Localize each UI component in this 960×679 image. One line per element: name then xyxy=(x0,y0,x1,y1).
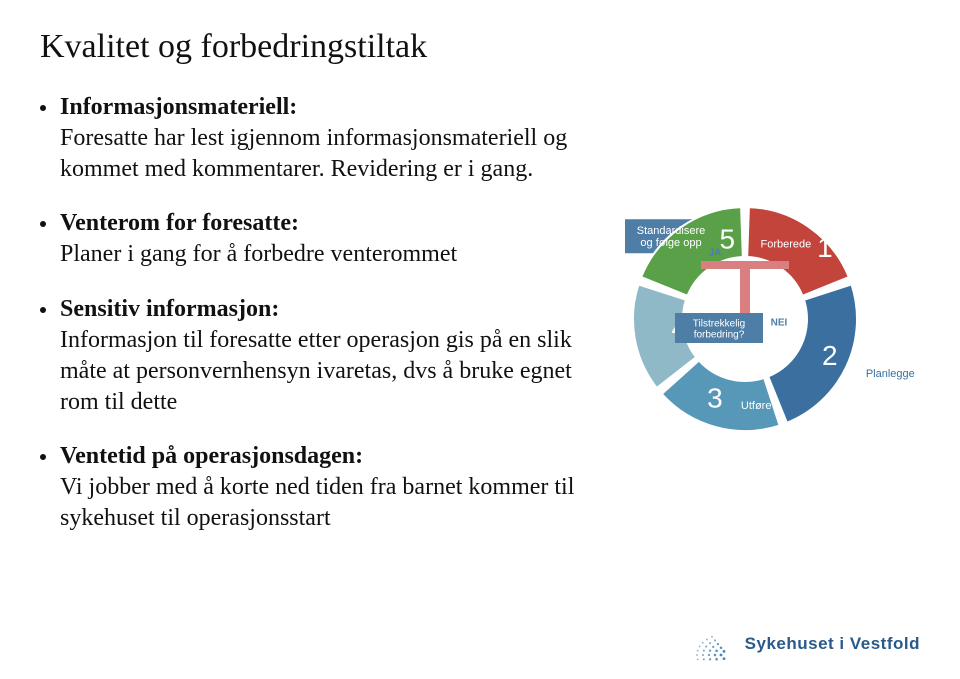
item-body: Foresatte har lest igjennom informasjons… xyxy=(60,123,595,184)
item-heading: Ventetid på operasjonsdagen: xyxy=(60,443,363,470)
svg-text:3: 3 xyxy=(707,382,723,413)
logo-icon xyxy=(691,625,735,663)
page-title: Kvalitet og forbedringstiltak xyxy=(40,28,920,66)
bullet-dot xyxy=(40,454,46,460)
svg-text:Planlegge: Planlegge xyxy=(866,368,915,380)
list-item: Informasjonsmateriell: Foresatte har les… xyxy=(40,94,595,184)
svg-text:JA: JA xyxy=(708,248,721,259)
item-body: Planer i gang for å forbedre venterommet xyxy=(60,239,595,270)
svg-text:Forberede: Forberede xyxy=(760,239,811,251)
bullet-list: Informasjonsmateriell: Foresatte har les… xyxy=(40,94,595,534)
svg-text:og følge opp: og følge opp xyxy=(640,237,701,249)
cycle-diagram: 5 Standardisereog følge opp 1 Forberede 2 Pla… xyxy=(595,154,915,454)
list-item: Sensitiv informasjon: Informasjon til fo… xyxy=(40,296,595,417)
list-item: Ventetid på operasjonsdagen: Vi jobber m… xyxy=(40,443,595,533)
svg-text:forbedring?: forbedring? xyxy=(693,330,744,341)
svg-text:Standardisere: Standardisere xyxy=(637,225,706,237)
item-body: Informasjon til foresatte etter operasjo… xyxy=(60,325,595,417)
list-item: Venterom for foresatte: Planer i gang fo… xyxy=(40,210,595,270)
diagram-container: 5 Standardisereog følge opp 1 Forberede 2 Pla… xyxy=(595,94,920,560)
svg-text:Utføre: Utføre xyxy=(741,400,772,412)
svg-text:NEI: NEI xyxy=(770,318,787,329)
bullet-list-container: Informasjonsmateriell: Foresatte har les… xyxy=(40,94,595,560)
bullet-dot xyxy=(40,105,46,111)
bullet-dot xyxy=(40,307,46,313)
item-heading: Sensitiv informasjon: xyxy=(60,296,279,323)
svg-text:Tilstrekkelig: Tilstrekkelig xyxy=(693,319,745,330)
content-row: Informasjonsmateriell: Foresatte har les… xyxy=(40,94,920,560)
item-heading: Venterom for foresatte: xyxy=(60,210,299,237)
svg-text:2: 2 xyxy=(822,340,838,371)
bullet-dot xyxy=(40,221,46,227)
item-body: Vi jobber med å korte ned tiden fra barn… xyxy=(60,472,595,533)
svg-text:1: 1 xyxy=(817,232,833,263)
svg-text:5: 5 xyxy=(719,224,735,255)
logo-text: Sykehuset i Vestfold xyxy=(745,634,920,654)
item-heading: Informasjonsmateriell: xyxy=(60,94,297,121)
footer-logo: Sykehuset i Vestfold xyxy=(691,625,920,663)
